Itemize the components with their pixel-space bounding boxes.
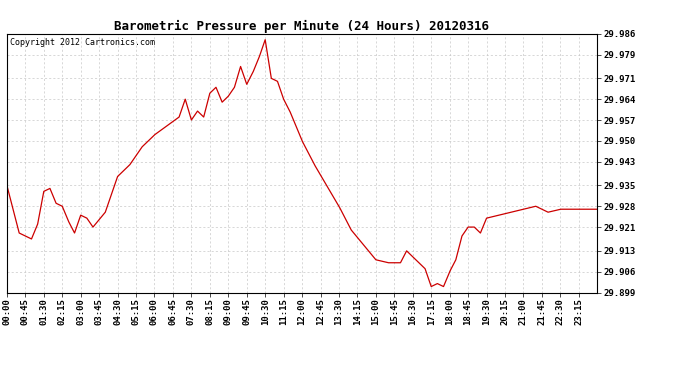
Text: Copyright 2012 Cartronics.com: Copyright 2012 Cartronics.com xyxy=(10,38,155,46)
Title: Barometric Pressure per Minute (24 Hours) 20120316: Barometric Pressure per Minute (24 Hours… xyxy=(115,20,489,33)
